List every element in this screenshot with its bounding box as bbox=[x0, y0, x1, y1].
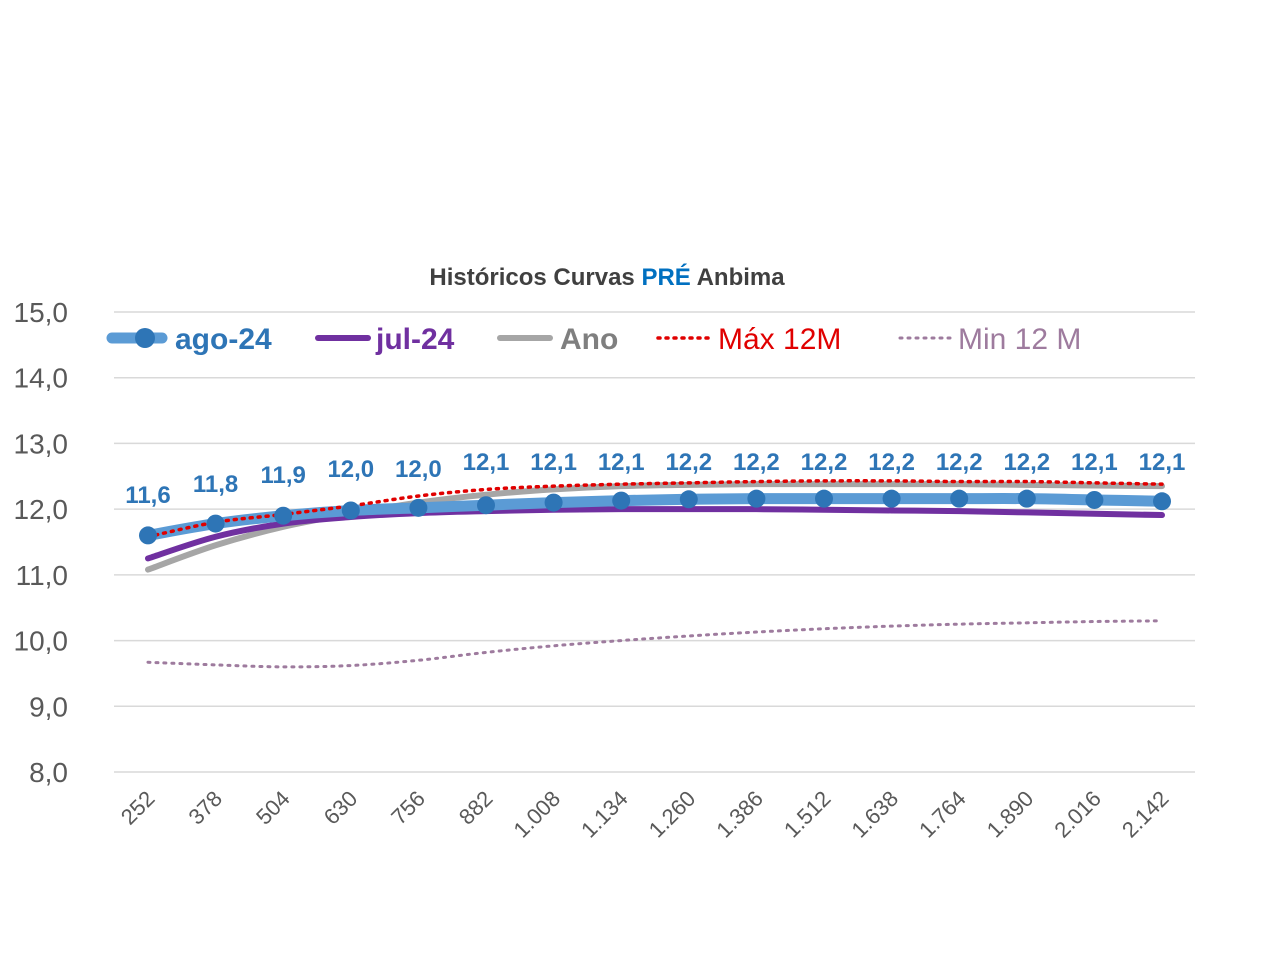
data-label: 12,1 bbox=[463, 449, 510, 476]
x-tick-label: 1.764 bbox=[914, 786, 971, 843]
data-point bbox=[1085, 490, 1104, 509]
x-axis-ticks: 252 378 504 630 756 882 1.008 1.134 1.260 1.386 1.… bbox=[116, 786, 1174, 843]
legend: ago-24 jul-24 Ano Máx 12M Min 12 M bbox=[106, 323, 1081, 356]
series-line-max bbox=[146, 479, 1164, 539]
title-part-3: Anbima bbox=[691, 264, 785, 291]
data-label: 12,1 bbox=[530, 449, 577, 476]
data-point bbox=[1017, 489, 1036, 508]
series-line-ago bbox=[142, 493, 1168, 541]
x-tick-label: 1.260 bbox=[644, 786, 701, 843]
legend-label-ago: ago-24 bbox=[175, 323, 272, 356]
data-label: 12,2 bbox=[868, 449, 915, 476]
y-tick-label: 15,0 bbox=[14, 297, 69, 328]
x-tick-label: 756 bbox=[386, 786, 430, 830]
y-tick-label: 13,0 bbox=[14, 428, 69, 459]
data-label: 11,9 bbox=[261, 462, 306, 489]
x-tick-label: 630 bbox=[319, 786, 363, 830]
x-tick-label: 1.008 bbox=[509, 786, 566, 843]
y-tick-label: 8,0 bbox=[29, 757, 68, 788]
data-point bbox=[1153, 492, 1171, 511]
x-tick-label: 1.890 bbox=[982, 786, 1039, 843]
series-lines bbox=[142, 479, 1168, 669]
y-tick-label: 9,0 bbox=[29, 691, 68, 722]
data-point bbox=[612, 491, 631, 510]
y-tick-label: 11,0 bbox=[16, 560, 68, 591]
title-accent: PRÉ bbox=[641, 263, 690, 291]
x-tick-label: 2.016 bbox=[1049, 786, 1106, 843]
series-line-jul bbox=[145, 506, 1165, 562]
legend-label-jul: jul-24 bbox=[375, 323, 455, 356]
data-point bbox=[274, 506, 293, 525]
y-tick-label: 14,0 bbox=[14, 363, 69, 394]
x-tick-label: 252 bbox=[116, 786, 160, 830]
data-label: 11,8 bbox=[193, 471, 238, 498]
data-label: 12,2 bbox=[1003, 449, 1050, 476]
x-tick-label: 504 bbox=[251, 786, 295, 830]
x-tick-label: 1.512 bbox=[779, 786, 836, 843]
data-label: 12,1 bbox=[1139, 449, 1186, 476]
data-point bbox=[815, 489, 833, 508]
data-point bbox=[477, 496, 495, 515]
legend-label-ano: Ano bbox=[560, 323, 618, 356]
legend-label-min: Min 12 M bbox=[958, 323, 1081, 356]
data-label: 12,2 bbox=[801, 449, 848, 476]
data-point bbox=[206, 514, 225, 533]
data-label: 12,1 bbox=[598, 449, 645, 476]
title-part-1: Históricos Curvas bbox=[429, 264, 641, 291]
series-markers bbox=[139, 489, 1171, 545]
data-point bbox=[409, 498, 428, 517]
data-label: 12,0 bbox=[327, 456, 374, 483]
chart-title: Históricos Curvas PRÉ Anbima bbox=[429, 263, 785, 291]
data-point bbox=[341, 501, 360, 520]
data-point bbox=[747, 489, 766, 508]
y-tick-label: 12,0 bbox=[14, 494, 69, 525]
x-tick-label: 2.142 bbox=[1117, 786, 1174, 843]
data-label: 11,6 bbox=[125, 482, 170, 509]
data-label: 12,2 bbox=[665, 449, 712, 476]
legend-marker bbox=[135, 328, 155, 348]
x-tick-label: 378 bbox=[183, 786, 227, 830]
legend-label-max: Máx 12M bbox=[718, 323, 841, 356]
data-label: 12,2 bbox=[936, 449, 983, 476]
y-tick-label: 10,0 bbox=[14, 626, 69, 657]
data-point bbox=[544, 493, 563, 512]
x-tick-label: 882 bbox=[454, 786, 498, 830]
y-axis-ticks: 8,0 9,0 10,0 11,0 12,0 13,0 14,0 15,0 bbox=[14, 297, 69, 788]
data-label: 12,1 bbox=[1071, 449, 1118, 476]
data-label: 12,2 bbox=[733, 449, 780, 476]
data-point bbox=[950, 489, 969, 508]
x-tick-label: 1.386 bbox=[711, 786, 768, 843]
data-point bbox=[679, 490, 698, 509]
x-tick-label: 1.134 bbox=[576, 786, 633, 843]
data-label: 12,0 bbox=[395, 456, 442, 483]
data-labels: 11,6 11,8 11,9 12,0 12,0 12,1 12,1 12,1 12,2 12,2… bbox=[125, 449, 1185, 509]
gridlines bbox=[114, 311, 1195, 773]
series-line-min bbox=[146, 619, 1164, 669]
data-point bbox=[882, 489, 901, 508]
x-tick-label: 1.638 bbox=[847, 786, 904, 843]
data-point bbox=[139, 526, 157, 545]
